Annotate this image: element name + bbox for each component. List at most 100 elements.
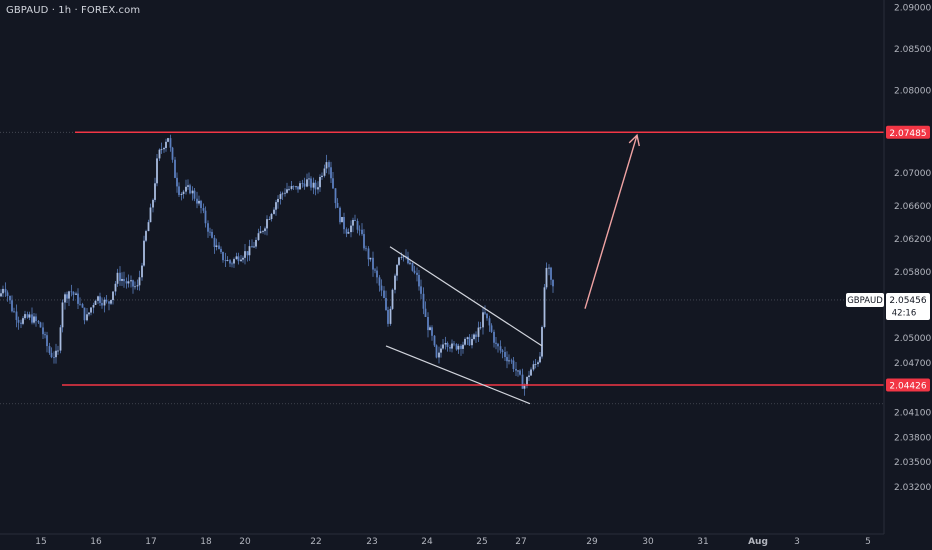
candle-body xyxy=(281,193,284,195)
price-tick-label: 2.04700 xyxy=(894,359,931,369)
candle-body xyxy=(125,281,128,284)
time-tick-label: 30 xyxy=(642,537,654,547)
candle-body xyxy=(418,274,420,287)
candle-body xyxy=(530,369,532,376)
candle-body xyxy=(279,194,282,199)
time-axis[interactable]: 15 16 17 18 20 22 23 24 25 27 29 30 31 Aug 3 5 xyxy=(35,537,871,547)
candle-body xyxy=(299,183,301,190)
candle-body xyxy=(442,344,444,349)
candle-body xyxy=(176,177,178,187)
candle-body xyxy=(541,327,543,357)
candle-body xyxy=(213,237,216,247)
candle-body xyxy=(369,257,372,260)
candle-body xyxy=(231,263,233,265)
candle-body xyxy=(290,186,293,189)
time-tick-label: 3 xyxy=(794,537,800,547)
candle-body xyxy=(88,312,90,315)
candle-body xyxy=(70,291,73,293)
candle-body xyxy=(110,300,112,304)
price-tick-label: 2.03200 xyxy=(894,483,931,493)
candle-body xyxy=(495,342,497,344)
candle-body xyxy=(325,162,328,169)
candle-body xyxy=(270,213,273,219)
candle-body xyxy=(4,288,7,293)
candle-body xyxy=(545,267,548,288)
candle-body xyxy=(523,385,526,389)
candle-body xyxy=(466,337,469,339)
candle-body xyxy=(427,316,429,331)
candle-body xyxy=(501,350,504,353)
candle-body xyxy=(433,335,436,346)
candle-body xyxy=(277,198,279,203)
candle-body xyxy=(13,311,15,313)
candle-body xyxy=(396,264,398,276)
candle-body xyxy=(215,245,218,247)
countdown-label: 42:16 xyxy=(892,308,917,318)
candle-body xyxy=(292,186,295,187)
candle-body xyxy=(251,246,253,248)
candle-body xyxy=(462,344,464,349)
candle-body xyxy=(354,219,356,221)
candle-body xyxy=(330,167,332,179)
candle-body xyxy=(198,200,200,204)
time-tick-label: 25 xyxy=(476,537,487,547)
candle-body xyxy=(2,288,4,294)
candle-body xyxy=(17,319,20,323)
time-tick-label: 24 xyxy=(421,537,433,547)
candle-body xyxy=(26,314,29,318)
candle-body xyxy=(457,345,460,350)
candle-body xyxy=(378,277,381,286)
candle-body xyxy=(259,231,262,234)
candle-body xyxy=(160,149,163,151)
candle-body xyxy=(6,292,9,296)
candle-body xyxy=(438,352,440,358)
candle-body xyxy=(314,182,317,190)
candle-body xyxy=(341,217,343,223)
candle-body xyxy=(543,287,546,328)
resistance-price-tag-label: 2.07485 xyxy=(889,129,926,139)
candle-body xyxy=(310,178,312,188)
candle-body xyxy=(61,302,64,328)
candle-body xyxy=(453,343,455,345)
candle-body xyxy=(488,318,491,326)
candle-body xyxy=(455,344,458,350)
candle-body xyxy=(97,296,99,301)
candle-body xyxy=(193,190,196,199)
candle-body xyxy=(44,334,46,336)
price-axis[interactable]: 2.09000 2.08500 2.08000 2.07000 2.06600 2.062… xyxy=(894,4,931,493)
current-price-label: 2.05456 xyxy=(889,296,926,306)
drawings[interactable] xyxy=(62,131,884,405)
candle-body xyxy=(286,189,288,193)
candle-body xyxy=(539,356,541,363)
price-tick-label: 2.08500 xyxy=(894,45,931,55)
candle-body xyxy=(178,186,180,195)
candle-body xyxy=(548,267,550,269)
candle-body xyxy=(59,327,62,351)
candle-body xyxy=(468,337,471,346)
candle-body xyxy=(42,327,44,335)
candle-body xyxy=(273,209,275,214)
candle-body xyxy=(15,311,18,320)
channel-upper-line xyxy=(389,246,543,347)
candle-body xyxy=(101,302,103,306)
price-tick-label: 2.08000 xyxy=(894,86,931,96)
candle-body xyxy=(510,360,513,362)
time-axis-panel[interactable] xyxy=(0,534,932,550)
candle-body xyxy=(145,231,147,241)
candle-body xyxy=(147,222,150,232)
time-tick-label: 17 xyxy=(145,537,156,547)
candle-body xyxy=(50,352,53,358)
candle-body xyxy=(105,299,108,302)
candle-body xyxy=(444,342,447,345)
symbol-title[interactable]: GBPAUD · 1h · FOREX.com xyxy=(6,5,141,16)
price-axis-panel[interactable] xyxy=(884,0,932,534)
candle-body xyxy=(204,210,207,224)
price-tick-label: 2.03500 xyxy=(894,458,931,468)
candle-body xyxy=(319,176,321,188)
candle-body xyxy=(394,275,396,290)
candle-body xyxy=(108,301,110,304)
candle-body xyxy=(409,262,411,264)
candle-body xyxy=(180,193,183,195)
candle-body xyxy=(207,223,209,232)
